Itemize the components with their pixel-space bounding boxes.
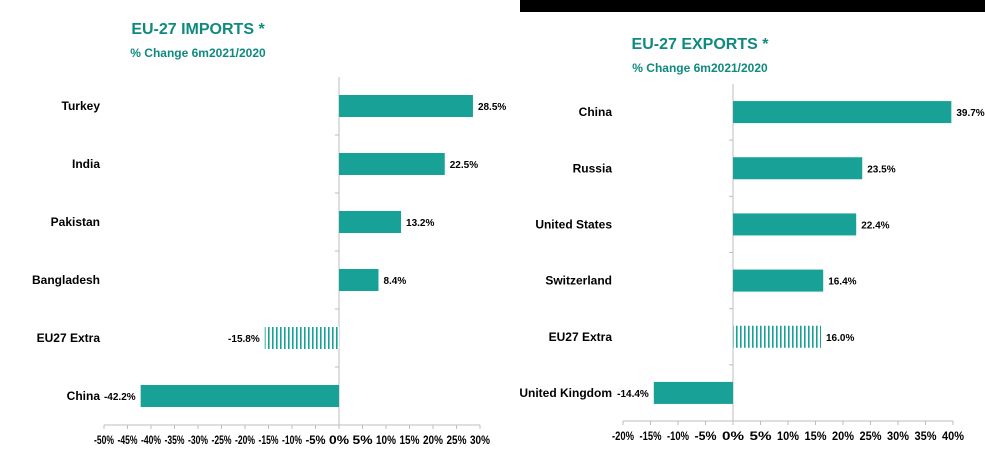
imports-x-tick-label: 10% (376, 433, 396, 447)
imports-value-label: 22.5% (450, 160, 478, 171)
imports-x-tick-label: 5% (353, 433, 373, 447)
imports-x-tick-label: 0% (329, 433, 349, 447)
imports-bar (339, 211, 402, 233)
imports-x-tick-label: 30% (470, 433, 490, 447)
imports-x-tick-label: -45% (118, 433, 138, 447)
imports-category-label: EU27 Extra (37, 331, 101, 345)
imports-category-label: India (72, 157, 100, 171)
imports-x-tick-label: -15% (259, 433, 279, 447)
imports-value-label: 13.2% (406, 218, 434, 229)
imports-bar (339, 269, 379, 291)
imports-x-tick-label: -40% (141, 433, 161, 447)
imports-chart-title: EU-27 IMPORTS * (131, 21, 265, 38)
imports-bar (264, 327, 339, 349)
imports-value-label: -42.2% (104, 392, 136, 403)
imports-x-tick-label: 20% (423, 433, 443, 447)
imports-category-label: China (67, 389, 101, 403)
imports-category-label: Turkey (62, 99, 101, 113)
imports-bar (339, 153, 445, 175)
imports-x-tick-label: -30% (188, 433, 208, 447)
imports-value-label: 28.5% (478, 102, 506, 113)
imports-x-tick-label: -5% (306, 433, 326, 447)
imports-bar (140, 385, 339, 407)
imports-value-label: 8.4% (383, 276, 406, 287)
imports-category-label: Pakistan (51, 215, 100, 229)
imports-chart-subtitle: % Change 6m2021/2020 (130, 46, 266, 60)
imports-category-label: Bangladesh (32, 273, 100, 287)
imports-value-label: -15.8% (228, 334, 260, 345)
imports-x-tick-label: -35% (165, 433, 185, 447)
top-black-bar (520, 0, 985, 12)
imports-x-tick-label: 15% (400, 433, 420, 447)
imports-x-tick-label: -50% (94, 433, 114, 447)
imports-x-tick-label: -20% (235, 433, 255, 447)
imports-x-tick-label: 25% (447, 433, 467, 447)
imports-x-tick-label: -10% (282, 433, 302, 447)
imports-x-tick-label: -25% (212, 433, 232, 447)
imports-bar (339, 95, 473, 117)
